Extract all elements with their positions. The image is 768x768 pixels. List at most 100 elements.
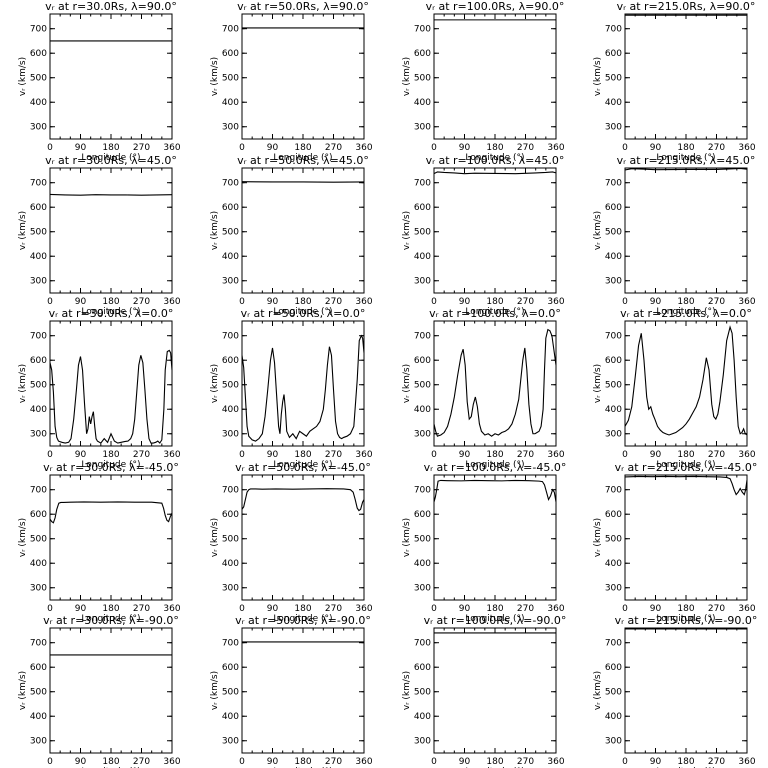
panel-0: vᵣ at r=30.0Rs, λ=90.0° 0 90 180 270 360 300 40… (18, 0, 181, 163)
x-tick-label: 90 (267, 604, 279, 614)
y-tick-label: 500 (605, 381, 622, 391)
y-axis-label: vᵣ (km/s) (593, 364, 603, 403)
panel-title: vᵣ at r=215.0Rs, λ=45.0° (617, 154, 756, 167)
x-tick-label: 270 (325, 757, 342, 767)
x-axis-label: Longitude (°) (656, 307, 715, 317)
panel-title: vᵣ at r=215.0Rs, λ=90.0° (617, 0, 756, 13)
x-tick-label: 360 (355, 297, 372, 307)
y-axis-label: vᵣ (km/s) (593, 671, 603, 710)
x-tick-label: 90 (75, 297, 87, 307)
x-tick-label: 270 (708, 757, 725, 767)
y-tick-label: 700 (30, 486, 47, 496)
x-tick-label: 270 (133, 143, 150, 153)
y-tick-label: 300 (605, 123, 622, 133)
y-tick-label: 700 (414, 639, 431, 649)
y-tick-label: 500 (222, 74, 239, 84)
y-tick-label: 700 (605, 25, 622, 35)
panel-9: vᵣ at r=50.0Rs, λ=0.0° 0 90 180 270 360 300 400… (210, 307, 373, 470)
y-tick-label: 500 (414, 381, 431, 391)
y-tick-label: 300 (605, 737, 622, 747)
y-tick-label: 700 (222, 179, 239, 189)
y-tick-label: 500 (605, 688, 622, 698)
panel-1: vᵣ at r=50.0Rs, λ=90.0° 0 90 180 270 360 300 40… (210, 0, 373, 163)
y-tick-label: 700 (605, 179, 622, 189)
plot-frame (433, 167, 557, 294)
y-tick-label: 500 (414, 535, 431, 545)
x-tick-label: 360 (738, 757, 755, 767)
plot-frame (241, 13, 365, 140)
y-tick-label: 400 (222, 252, 239, 262)
y-tick-label: 500 (30, 228, 47, 238)
panel-title: vᵣ at r=30.0Rs, λ=90.0° (45, 0, 177, 13)
x-axis-label: Longitude (°) (465, 614, 524, 624)
y-axis-label: vᵣ (km/s) (402, 518, 412, 557)
panel-3: vᵣ at r=215.0Rs, λ=90.0° 0 90 180 270 360 300 4… (593, 0, 756, 163)
panel-title: vᵣ at r=50.0Rs, λ=90.0° (237, 0, 369, 13)
x-tick-label: 0 (239, 143, 245, 153)
y-tick-label: 400 (414, 405, 431, 415)
panel-18: vᵣ at r=100.0Rs, λ=-90.0° 0 90 180 270 360 300… (402, 614, 566, 768)
series-line (241, 334, 365, 442)
x-tick-label: 360 (163, 450, 180, 460)
x-axis-label: Longitude (°) (273, 307, 332, 317)
y-tick-label: 400 (414, 559, 431, 569)
y-tick-label: 400 (605, 98, 622, 108)
plot-frame (49, 627, 173, 754)
x-tick-label: 90 (267, 143, 279, 153)
plot-frame (49, 167, 173, 294)
y-tick-label: 300 (222, 737, 239, 747)
plot-frame (624, 320, 748, 447)
y-axis-label: vᵣ (km/s) (18, 211, 28, 250)
x-tick-label: 0 (622, 297, 628, 307)
y-axis-label: vᵣ (km/s) (210, 211, 220, 250)
x-axis-label: Longitude (°) (273, 460, 332, 470)
y-axis-label: vᵣ (km/s) (593, 518, 603, 557)
x-tick-label: 270 (133, 450, 150, 460)
y-tick-label: 600 (30, 49, 47, 59)
y-tick-label: 400 (222, 405, 239, 415)
y-tick-label: 300 (30, 584, 47, 594)
x-axis-label: Longitude (°) (656, 614, 715, 624)
x-axis-label: Longitude (°) (465, 153, 524, 163)
plot-frame (49, 320, 173, 447)
panel-title: vᵣ at r=100.0Rs, λ=-45.0° (424, 461, 567, 474)
x-tick-label: 180 (102, 143, 119, 153)
x-tick-label: 90 (75, 143, 87, 153)
x-tick-label: 360 (547, 450, 564, 460)
panel-title: vᵣ at r=100.0Rs, λ=-90.0° (424, 614, 567, 627)
x-tick-label: 180 (294, 143, 311, 153)
plot-frame (241, 167, 365, 294)
x-tick-label: 360 (738, 297, 755, 307)
x-tick-label: 90 (650, 450, 662, 460)
y-tick-label: 600 (414, 203, 431, 213)
x-tick-label: 360 (547, 297, 564, 307)
x-tick-label: 360 (355, 604, 372, 614)
x-tick-label: 0 (47, 757, 53, 767)
x-tick-label: 270 (133, 297, 150, 307)
x-tick-label: 0 (622, 604, 628, 614)
x-axis-label: Longitude (°) (273, 153, 332, 163)
y-tick-label: 500 (605, 74, 622, 84)
y-tick-label: 700 (30, 25, 47, 35)
x-tick-label: 180 (677, 450, 694, 460)
y-tick-label: 500 (605, 228, 622, 238)
x-tick-label: 90 (267, 450, 279, 460)
y-tick-label: 600 (222, 49, 239, 59)
y-tick-label: 300 (414, 737, 431, 747)
y-tick-label: 300 (605, 430, 622, 440)
y-tick-label: 400 (222, 559, 239, 569)
x-tick-label: 180 (294, 297, 311, 307)
y-tick-label: 600 (605, 49, 622, 59)
panel-title: vᵣ at r=100.0Rs, λ=45.0° (426, 154, 565, 167)
x-tick-label: 270 (325, 604, 342, 614)
y-tick-label: 400 (605, 252, 622, 262)
panel-title: vᵣ at r=215.0Rs, λ=0.0° (620, 307, 752, 320)
y-tick-label: 600 (414, 356, 431, 366)
x-tick-label: 360 (547, 604, 564, 614)
panel-14: vᵣ at r=100.0Rs, λ=-45.0° 0 90 180 270 360 300… (402, 461, 566, 624)
y-axis-label: vᵣ (km/s) (210, 57, 220, 96)
series-line (433, 479, 557, 503)
x-tick-label: 180 (677, 757, 694, 767)
series-line (433, 328, 557, 437)
